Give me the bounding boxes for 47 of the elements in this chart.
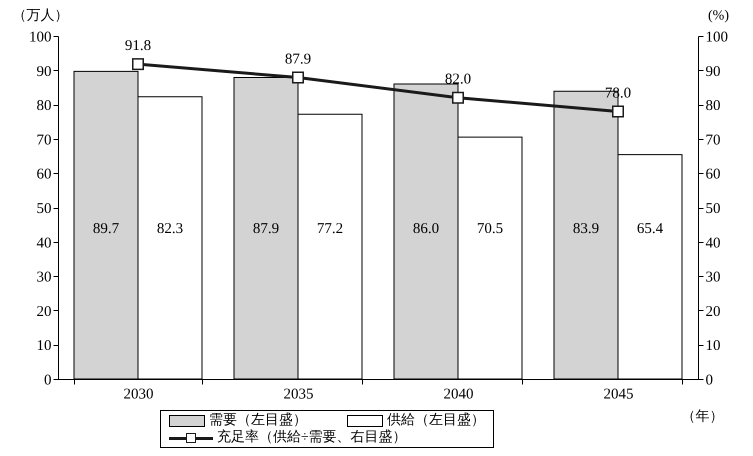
y-tick-label: 90 [36, 64, 52, 80]
y-tick-label: 20 [36, 304, 52, 320]
y2-tick-label: 70 [706, 132, 720, 148]
data-label: 65.4 [636, 221, 664, 238]
point [292, 72, 304, 84]
data-label: 86.0 [412, 221, 440, 238]
y2-tick-label: 80 [706, 98, 720, 114]
y2-tick-label: 40 [706, 235, 720, 252]
y2-tick-label: 90 [706, 64, 720, 80]
y-tick-label: 30 [36, 270, 52, 286]
x-axis-title: （年） [682, 408, 724, 424]
y2-tick-label: 0 [706, 372, 713, 388]
x-tick-label: 2040 [444, 386, 474, 402]
y-tick-label: 70 [36, 132, 52, 148]
data-label: 87.9 [252, 221, 280, 238]
data-label: 82.0 [444, 72, 472, 88]
legend-label: 需要（左目盛） [209, 412, 307, 429]
y2-axis-title: (%) [708, 8, 730, 24]
y2-tick-label: 50 [706, 201, 720, 217]
y-tick-label: 50 [36, 201, 52, 217]
y2-tick-label: 30 [706, 270, 720, 286]
data-label: 70.5 [476, 221, 504, 238]
y-tick-label: 100 [29, 30, 52, 46]
y2-tick-label: 10 [706, 338, 720, 354]
y-tick-label: 60 [36, 166, 52, 183]
y-axis-title: （万人） [12, 8, 68, 24]
y2-tick-label: 60 [706, 166, 720, 183]
y2-tick-label: 100 [706, 30, 728, 46]
data-label: 89.7 [92, 221, 120, 238]
data-label: 77.2 [316, 221, 344, 238]
point [612, 105, 624, 118]
y-tick-label: 10 [36, 338, 52, 354]
data-label: 91.8 [124, 38, 152, 54]
y-tick-label: 0 [44, 372, 52, 388]
data-label: 87.9 [284, 52, 312, 68]
legend-label: 供給（左目盛） [387, 412, 485, 429]
x-tick-label: 2045 [604, 386, 634, 402]
y2-tick-label: 20 [706, 304, 720, 320]
data-label: 82.3 [156, 221, 184, 238]
point [452, 92, 464, 104]
y-tick-label: 80 [36, 98, 52, 114]
x-tick-label: 2030 [124, 386, 154, 402]
data-label: 83.9 [572, 221, 600, 238]
x-tick-label: 2035 [284, 386, 314, 402]
y-tick-label: 40 [36, 235, 52, 252]
point [132, 58, 144, 70]
legend-label: 充足率（供給÷需要、右目盛） [217, 429, 407, 446]
